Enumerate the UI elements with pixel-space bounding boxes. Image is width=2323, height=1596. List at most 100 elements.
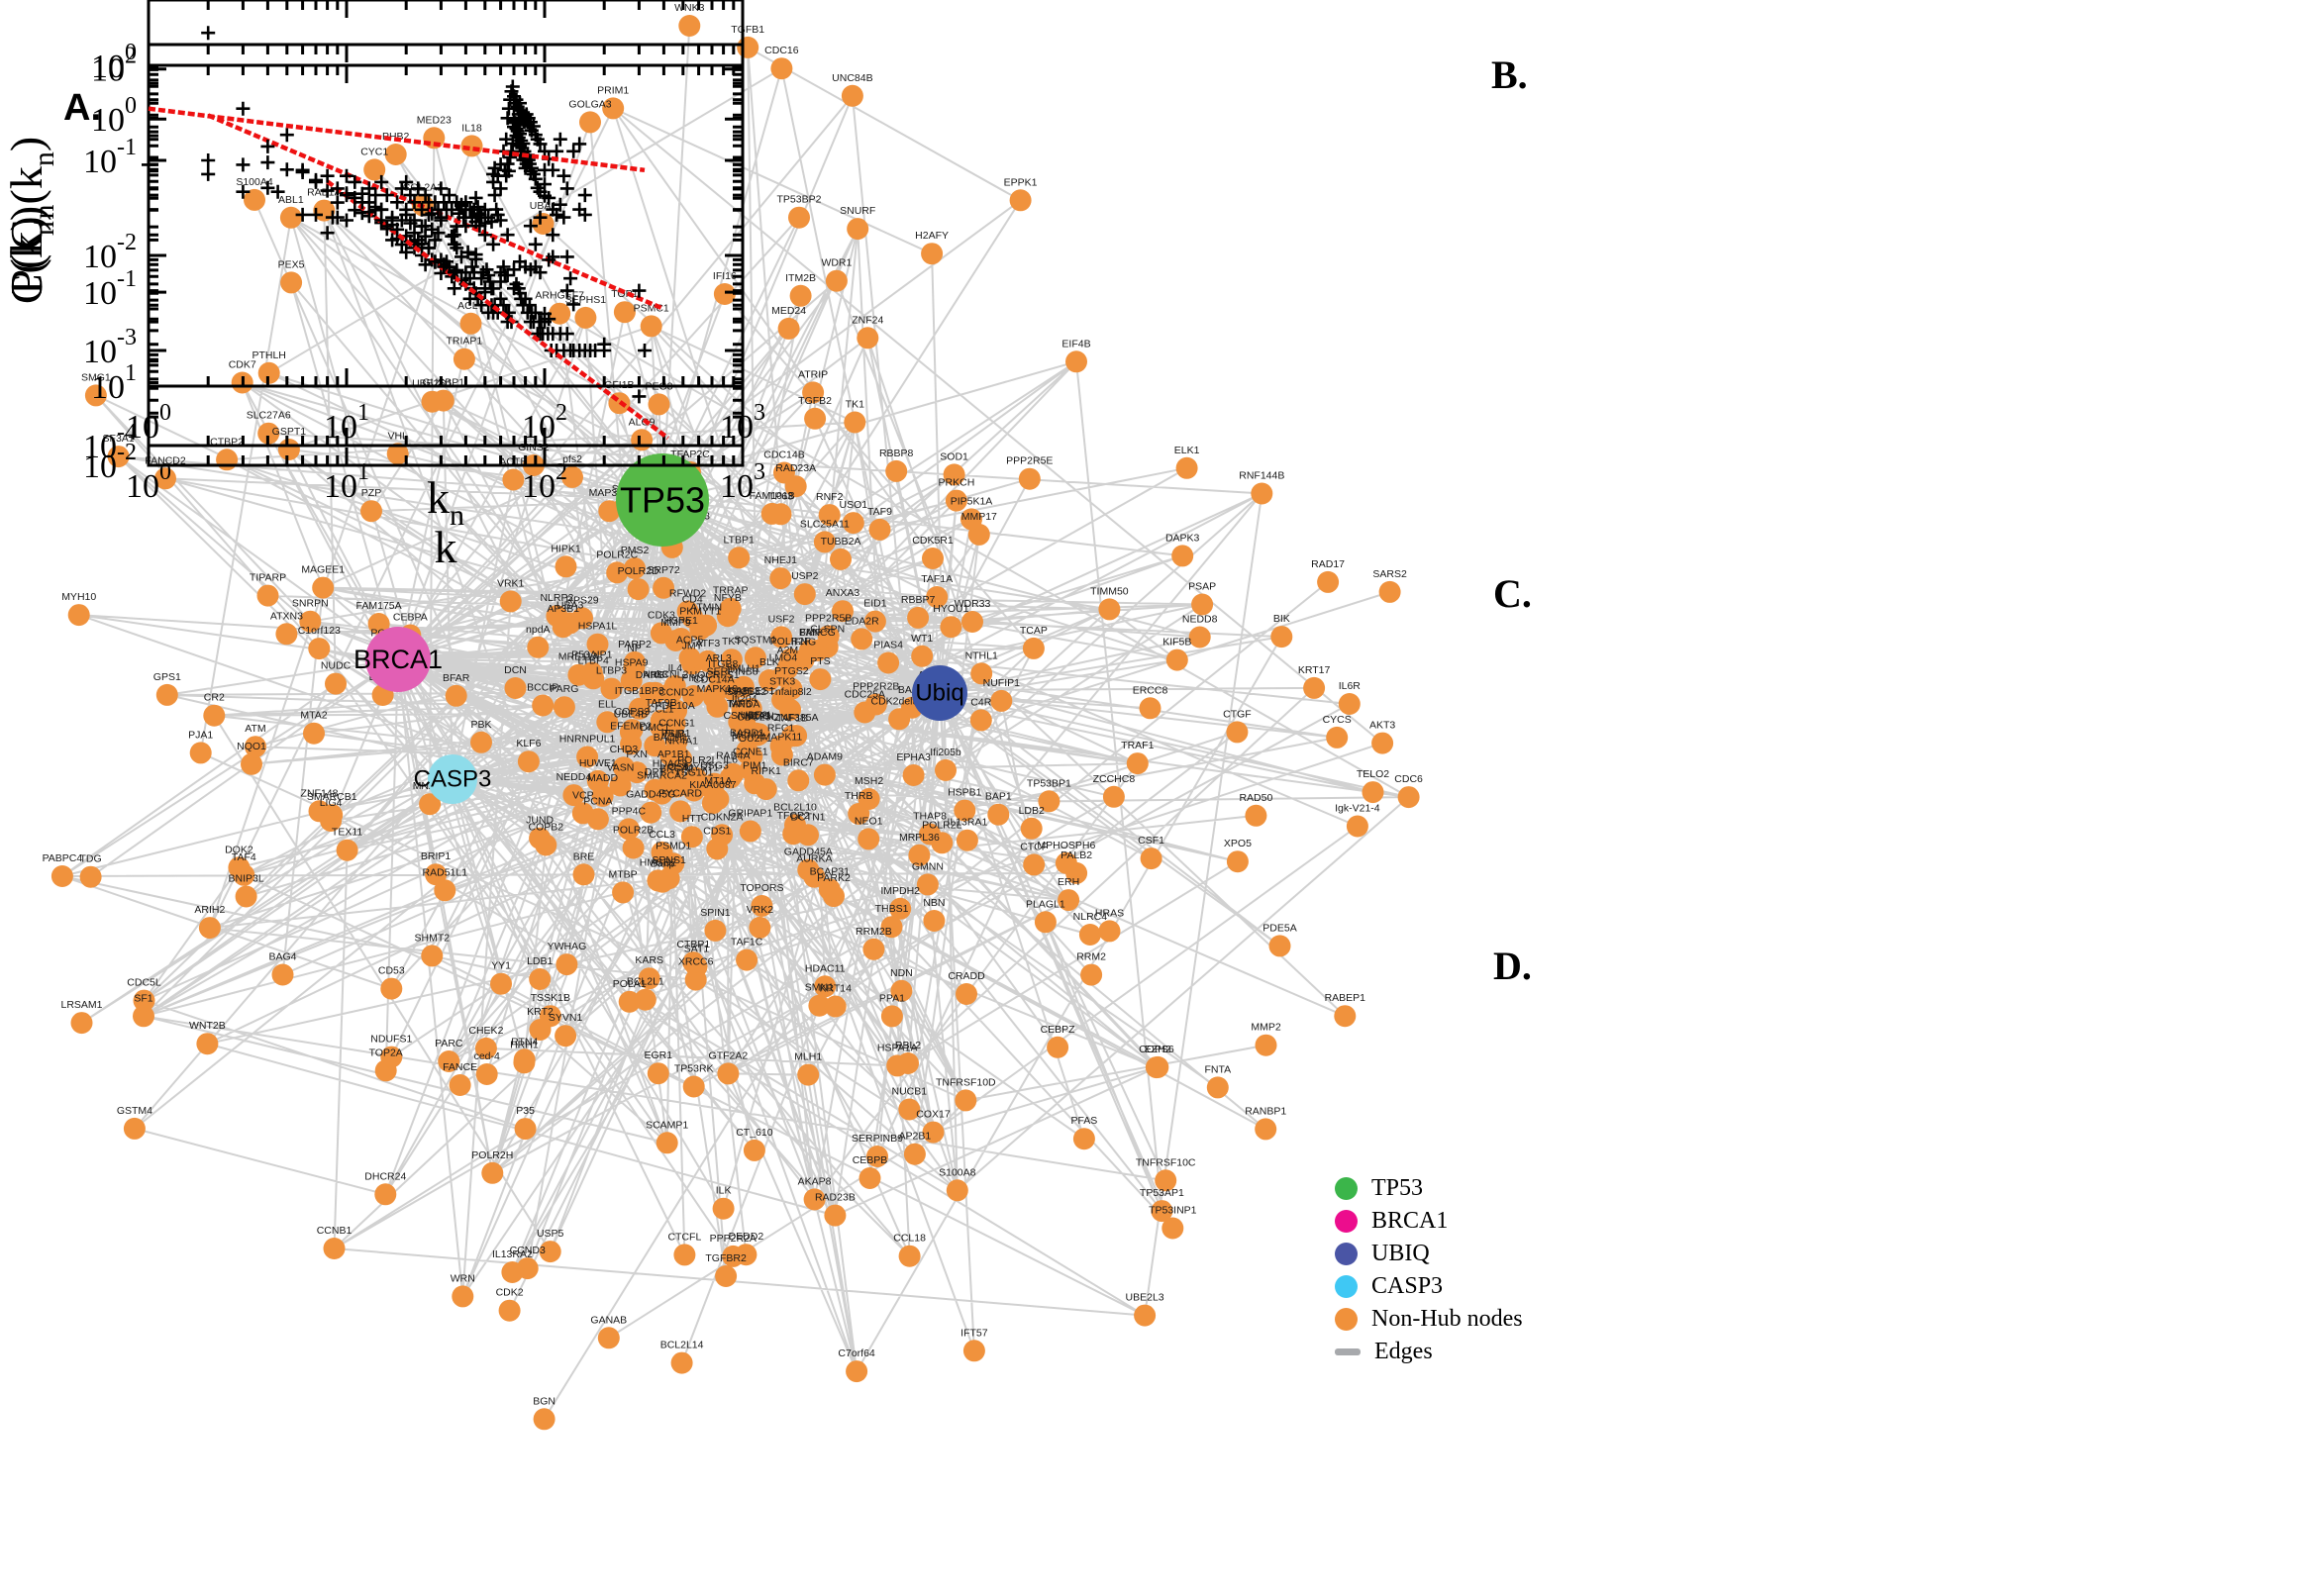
scatter-points: [201, 26, 647, 298]
svg-text:LMO4: LMO4: [769, 652, 798, 664]
svg-text:BRIP1: BRIP1: [421, 850, 452, 862]
svg-text:GANAB: GANAB: [590, 1314, 627, 1326]
svg-text:AP3B1: AP3B1: [547, 603, 579, 615]
svg-text:IL6R: IL6R: [1339, 680, 1362, 692]
svg-text:GPS1: GPS1: [153, 671, 181, 683]
svg-text:NUFIP1: NUFIP1: [983, 677, 1021, 689]
svg-text:UBE4B: UBE4B: [614, 708, 648, 720]
svg-text:MTBP: MTBP: [609, 868, 638, 880]
svg-text:CCND3: CCND3: [510, 1245, 546, 1256]
svg-text:GSTM4: GSTM4: [117, 1105, 152, 1117]
svg-text:AP2B1: AP2B1: [899, 1131, 932, 1143]
svg-text:GOLGA3: GOLGA3: [568, 98, 611, 110]
node-swatch-icon: [1335, 1177, 1358, 1200]
svg-text:YWHAG: YWHAG: [548, 941, 587, 952]
svg-text:CEBPA: CEBPA: [393, 612, 428, 624]
svg-text:RABEP1: RABEP1: [1325, 992, 1366, 1004]
svg-text:RNF144B: RNF144B: [1239, 470, 1284, 482]
svg-text:CT_610: CT_610: [736, 1127, 773, 1139]
network-legend: TP53 BRCA1 UBIQ CASP3 Non-Hub nodes Edges: [1335, 1172, 1523, 1368]
svg-text:CDC5L: CDC5L: [127, 977, 161, 989]
svg-text:HSPB1: HSPB1: [948, 787, 982, 799]
svg-text:SAT1: SAT1: [684, 943, 710, 954]
svg-text:TCAP: TCAP: [1020, 625, 1048, 637]
svg-text:PPP2R2A: PPP2R2A: [710, 1233, 757, 1245]
legend-item-edges: Edges: [1335, 1336, 1523, 1368]
svg-text:UNC84B: UNC84B: [832, 72, 872, 84]
svg-text:FANCD2: FANCD2: [145, 454, 186, 466]
svg-text:CSF1: CSF1: [1138, 835, 1164, 847]
svg-text:BGN: BGN: [533, 1395, 556, 1407]
svg-text:PYCARD: PYCARD: [658, 787, 702, 799]
svg-text:CYC1: CYC1: [360, 146, 388, 157]
node-swatch-icon: [1335, 1243, 1358, 1265]
y-tick-label: 10-3: [83, 325, 137, 370]
svg-text:CR2: CR2: [204, 692, 225, 704]
svg-text:RRM2B: RRM2B: [856, 926, 892, 938]
x-axis-label: k: [435, 522, 457, 572]
svg-text:MSH2: MSH2: [855, 775, 883, 787]
svg-text:CDK2: CDK2: [496, 1287, 524, 1299]
svg-text:TKT: TKT: [722, 636, 742, 648]
svg-text:KLF6: KLF6: [516, 738, 541, 749]
svg-text:ARL3: ARL3: [706, 652, 732, 664]
svg-text:CYCS: CYCS: [1323, 714, 1352, 726]
svg-text:PARK2: PARK2: [817, 872, 851, 884]
x-tick-label: 103: [720, 400, 765, 446]
svg-text:CEBPZ: CEBPZ: [1041, 1024, 1076, 1036]
svg-text:PRKCH: PRKCH: [939, 477, 975, 489]
svg-text:TOPORS: TOPORS: [740, 882, 783, 894]
svg-text:CRADD: CRADD: [948, 970, 985, 982]
svg-text:LDB1: LDB1: [527, 955, 553, 967]
svg-text:C1orf123: C1orf123: [298, 625, 341, 637]
svg-text:SOD1: SOD1: [940, 450, 968, 462]
svg-text:SARS2: SARS2: [1372, 568, 1407, 580]
svg-text:HSPA1A: HSPA1A: [877, 1042, 918, 1053]
svg-text:TAF9B: TAF9B: [646, 697, 677, 709]
svg-text:PALB2: PALB2: [1060, 849, 1092, 861]
svg-text:UBA3: UBA3: [556, 599, 584, 611]
svg-text:PPP2R5B: PPP2R5B: [805, 612, 852, 624]
svg-text:DSG3: DSG3: [700, 760, 729, 772]
svg-text:CSNK1A1: CSNK1A1: [723, 710, 770, 722]
svg-text:NP: NP: [627, 643, 642, 654]
legend-label: UBIQ: [1371, 1241, 1430, 1266]
svg-text:SH3GL2: SH3GL2: [727, 686, 766, 698]
svg-text:ALG9: ALG9: [629, 416, 656, 428]
svg-text:UBE2L3: UBE2L3: [1126, 1292, 1164, 1304]
svg-text:ACP5: ACP5: [676, 635, 704, 647]
svg-text:MMP17: MMP17: [961, 511, 997, 523]
svg-text:BRE: BRE: [573, 850, 595, 862]
svg-text:TP53BP2: TP53BP2: [777, 194, 822, 206]
svg-text:MTPN: MTPN: [745, 710, 774, 722]
svg-text:SERPINB8: SERPINB8: [707, 666, 758, 678]
svg-text:TGFBR2: TGFBR2: [705, 1252, 747, 1264]
y-tick-label: 100: [91, 40, 137, 85]
svg-text:GSPT1: GSPT1: [272, 426, 307, 438]
svg-text:RPS29: RPS29: [565, 594, 598, 606]
svg-text:IL13RA2: IL13RA2: [492, 1248, 533, 1260]
svg-text:SMG1: SMG1: [81, 371, 111, 383]
svg-text:NEO1: NEO1: [855, 815, 883, 827]
svg-text:CCL18: CCL18: [893, 1233, 926, 1245]
legend-item-ubiq: UBIQ: [1335, 1238, 1523, 1270]
svg-text:NTHL1: NTHL1: [965, 649, 998, 661]
svg-text:MADD: MADD: [587, 772, 618, 784]
svg-text:TP53BP1: TP53BP1: [1027, 777, 1071, 789]
svg-text:TRIAP1: TRIAP1: [447, 336, 483, 348]
svg-text:PIN1: PIN1: [681, 672, 705, 684]
svg-text:XRCC6: XRCC6: [678, 956, 714, 968]
power-law-fit-line: [326, 179, 669, 441]
svg-text:MPHOSPH6: MPHOSPH6: [1037, 840, 1095, 851]
svg-text:FANCE: FANCE: [443, 1061, 477, 1073]
legend-item-non-hub-nodes: Non-Hub nodes: [1335, 1303, 1523, 1336]
svg-text:ADAM9: ADAM9: [807, 751, 843, 763]
svg-text:HNRNPUL1: HNRNPUL1: [559, 734, 616, 746]
svg-text:PDE10A: PDE10A: [655, 700, 694, 712]
svg-text:VCP: VCP: [572, 789, 594, 801]
svg-text:BNIP3L: BNIP3L: [229, 873, 264, 885]
svg-text:FAM175A: FAM175A: [356, 600, 402, 612]
x-axis-label: kn: [427, 472, 464, 532]
svg-text:XPO5: XPO5: [1224, 838, 1252, 849]
svg-text:SHMT2: SHMT2: [415, 932, 451, 944]
